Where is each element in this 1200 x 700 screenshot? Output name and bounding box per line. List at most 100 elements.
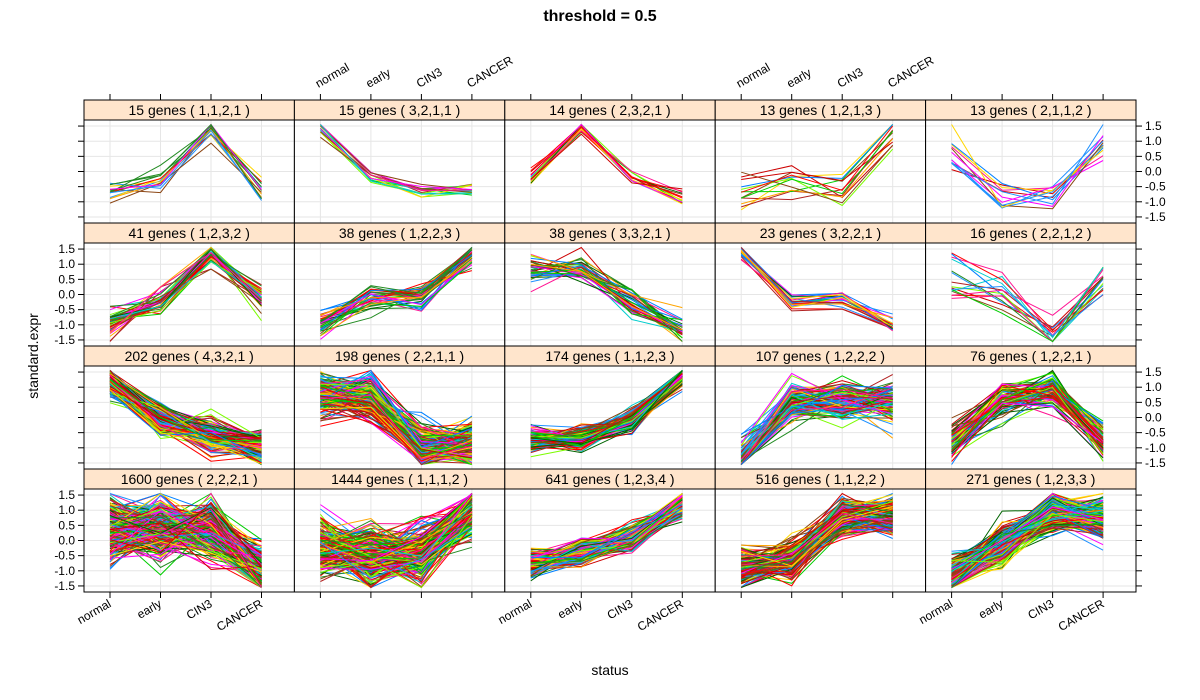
strip-label: 15 genes ( 3,2,1,1 )	[339, 102, 460, 118]
y-tick-label: -0.5	[54, 303, 75, 317]
strip-label: 23 genes ( 3,2,2,1 )	[760, 225, 881, 241]
panel: 516 genes ( 1,1,2,2 )	[714, 468, 927, 593]
gene-line	[741, 144, 894, 204]
gene-line	[530, 495, 683, 561]
y-tick-label: -1.5	[54, 333, 75, 347]
gene-line	[320, 521, 473, 575]
gene-line	[951, 270, 1104, 343]
panel: 15 genes ( 1,1,2,1 )	[83, 99, 295, 224]
gene-line	[320, 260, 473, 337]
gene-line	[530, 130, 683, 193]
gene-line	[951, 393, 1104, 450]
strip-label: 38 genes ( 3,3,2,1 )	[549, 225, 670, 241]
x-tick-label-bottom: CIN3	[1025, 596, 1056, 622]
gene-line	[320, 493, 473, 570]
strip-label: 15 genes ( 1,1,2,1 )	[128, 102, 249, 118]
gene-line	[320, 505, 473, 557]
gene-line	[951, 269, 1104, 343]
series-lines	[109, 246, 262, 342]
gene-line	[740, 250, 893, 319]
gene-line	[530, 501, 683, 567]
gene-line	[320, 527, 473, 560]
strip-label: 41 genes ( 1,2,3,2 )	[128, 225, 249, 241]
gene-line	[741, 506, 893, 567]
strip-label: 271 genes ( 1,2,3,3 )	[966, 471, 1095, 487]
gene-line	[320, 396, 472, 451]
y-tick-label: 0.0	[58, 288, 75, 302]
gene-line	[951, 385, 1104, 442]
y-tick-label: -0.5	[1145, 426, 1166, 440]
y-tick-label: 0.5	[58, 272, 75, 286]
y-tick-label: 1.5	[1145, 119, 1162, 133]
gene-line	[740, 387, 893, 455]
y-tick-label: -1.0	[54, 564, 75, 578]
gene-line	[320, 400, 472, 462]
gene-line	[741, 513, 893, 557]
gene-line	[320, 513, 473, 546]
gene-line	[741, 130, 894, 199]
gene-line	[109, 379, 262, 442]
x-tick-label-top: early	[784, 65, 814, 90]
gene-line	[741, 138, 894, 205]
gene-line	[109, 535, 262, 570]
gene-line	[109, 530, 262, 585]
x-tick-label-bottom: early	[134, 596, 164, 621]
gene-line	[109, 253, 262, 322]
gene-line	[951, 506, 1104, 567]
gene-line	[951, 140, 1104, 206]
gene-line	[109, 392, 262, 457]
gene-line	[109, 381, 262, 439]
gene-line	[741, 519, 893, 567]
gene-line	[951, 378, 1104, 450]
gene-line	[320, 128, 472, 190]
gene-line	[320, 257, 473, 316]
y-tick-label: 1.5	[58, 488, 75, 502]
gene-line	[530, 504, 683, 559]
y-tick-label: 1.5	[58, 242, 75, 256]
gene-line	[741, 141, 894, 182]
gene-line	[951, 516, 1104, 581]
panel: 76 genes ( 1,2,2,1 )	[925, 345, 1137, 470]
series-lines	[320, 493, 473, 589]
gene-line	[740, 372, 893, 444]
x-tick-label-bottom: early	[555, 596, 585, 621]
gene-line	[320, 259, 473, 324]
x-tick-label-bottom: normal	[75, 596, 114, 626]
gene-line	[951, 124, 1104, 205]
gene-line	[320, 493, 473, 556]
y-axis-label: standard.expr	[25, 313, 41, 399]
gene-line	[951, 283, 1104, 343]
gene-line	[109, 142, 262, 204]
series-lines	[740, 124, 894, 211]
gene-line	[740, 384, 893, 465]
y-tick-label: -1.5	[1145, 210, 1166, 224]
strip-label: 174 genes ( 1,1,2,3 )	[545, 348, 674, 364]
y-tick-label: 0.5	[1145, 149, 1162, 163]
y-tick-label: 0.0	[58, 534, 75, 548]
gene-line	[109, 524, 262, 556]
gene-line	[740, 258, 893, 325]
panel: 1444 genes ( 1,1,1,2 )	[293, 468, 506, 593]
y-tick-label: -1.0	[1145, 441, 1166, 455]
gene-line	[530, 380, 683, 442]
series-lines	[530, 246, 683, 342]
gene-line	[741, 501, 893, 568]
y-tick-label: 1.0	[1145, 380, 1162, 394]
gene-line	[951, 275, 1104, 316]
y-tick-label: 0.0	[1145, 411, 1162, 425]
series-lines	[740, 372, 894, 465]
gene-line	[530, 383, 683, 448]
gene-line	[530, 513, 683, 570]
x-tick-label-top: normal	[734, 60, 773, 90]
series-lines	[320, 124, 473, 198]
gene-line	[951, 142, 1104, 210]
series-lines	[530, 493, 683, 582]
series-lines	[951, 124, 1104, 210]
gene-line	[530, 261, 683, 342]
x-tick-label-bottom: normal	[496, 596, 535, 626]
gene-line	[951, 294, 1104, 333]
strip-label: 38 genes ( 1,2,2,3 )	[339, 225, 460, 241]
panel: 15 genes ( 3,2,1,1 )	[293, 99, 506, 224]
gene-line	[740, 256, 893, 330]
gene-line	[951, 135, 1104, 207]
